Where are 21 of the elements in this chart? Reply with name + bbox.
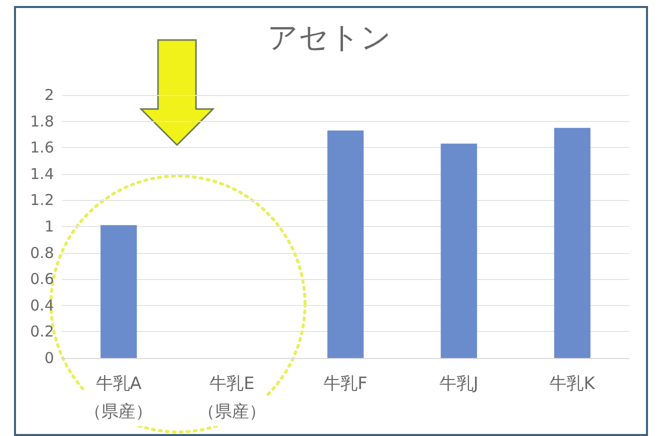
y-tick-label: 1.4 — [30, 164, 54, 183]
x-tick-label: 牛乳K — [550, 374, 596, 394]
y-tick-label: 0.6 — [30, 270, 54, 288]
bar — [327, 130, 364, 358]
y-tick-label: 2 — [44, 86, 54, 104]
y-tick-label: 0.4 — [30, 296, 54, 314]
bar — [554, 128, 590, 358]
y-tick-label: 0 — [44, 349, 54, 367]
y-tick-label: 1.2 — [30, 191, 54, 210]
bar — [100, 225, 137, 358]
bar — [440, 144, 478, 358]
y-tick-label: 1.8 — [30, 112, 54, 130]
y-tick-label: 1.6 — [30, 138, 54, 157]
chart-title: アセトン — [268, 20, 392, 56]
y-tick-label: 0.2 — [30, 322, 54, 341]
x-tick-label: 牛乳J — [439, 374, 478, 394]
x-tick-label: 牛乳A （県産） — [84, 374, 153, 422]
y-tick-label: 0.8 — [30, 244, 54, 262]
y-tick-label: 1 — [44, 218, 54, 236]
x-tick-label: 牛乳E （県産） — [198, 374, 266, 422]
x-tick-label: 牛乳F — [324, 374, 368, 394]
